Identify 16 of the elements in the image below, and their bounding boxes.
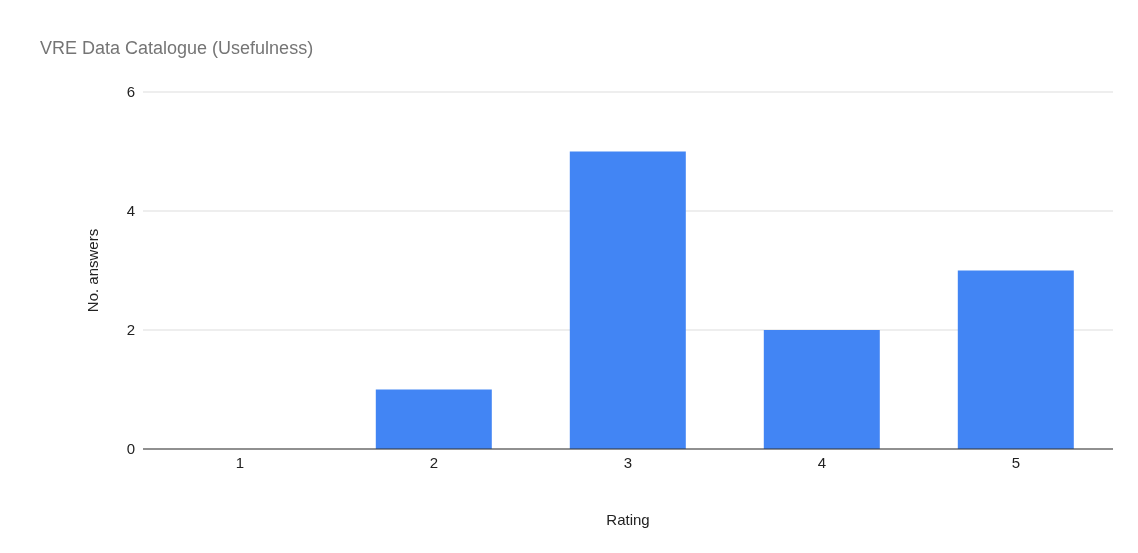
y-axis-title: No. answers (84, 228, 102, 313)
x-tick-label: 3 (623, 453, 633, 471)
y-tick-label: 4 (126, 202, 135, 220)
y-tick-label: 6 (126, 83, 135, 101)
bar (957, 270, 1074, 449)
bar (569, 151, 686, 449)
y-tick-label: 0 (126, 440, 135, 458)
y-tick-label: 2 (126, 321, 135, 339)
bar (763, 330, 880, 449)
x-tick-label: 4 (817, 453, 827, 471)
chart-title: VRE Data Catalogue (Usefulness) (40, 38, 314, 59)
x-tick-label: 5 (1011, 453, 1021, 471)
x-axis-title: Rating (606, 511, 650, 528)
bar (375, 389, 492, 449)
x-tick-label: 1 (235, 453, 245, 471)
x-tick-label: 2 (429, 453, 439, 471)
